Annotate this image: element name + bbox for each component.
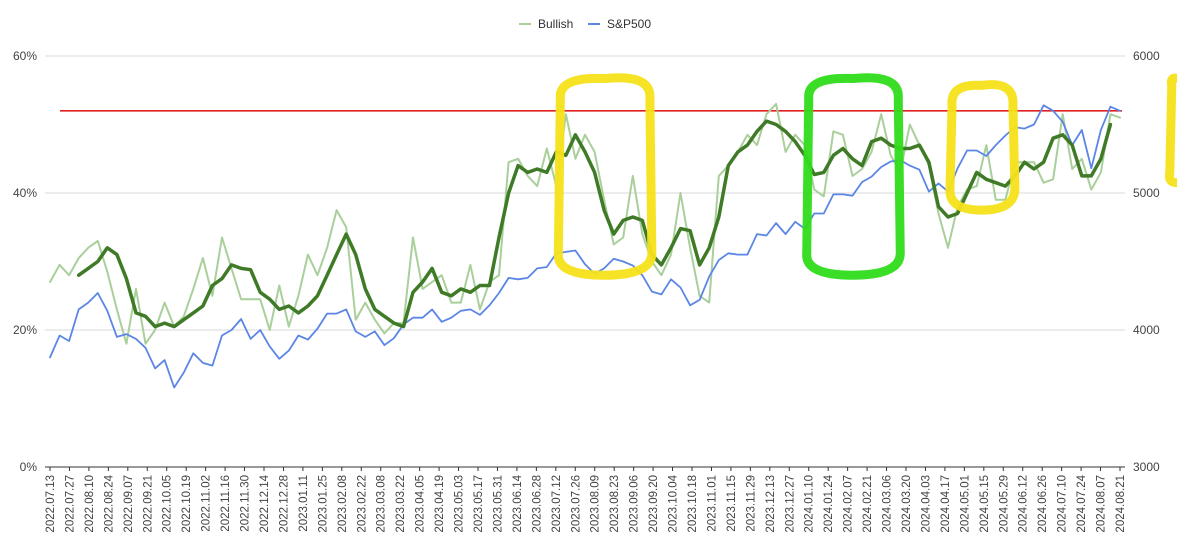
highlight-loop — [802, 73, 905, 280]
highlight-loop — [1164, 73, 1177, 188]
x-tick-label: 2022.09.21 — [142, 475, 154, 533]
x-tick-label: 2022.10.05 — [162, 475, 174, 533]
x-tick-label: 2023.09.20 — [648, 475, 660, 533]
x-tick-label: 2023.04.05 — [415, 475, 427, 533]
x-tick-label: 2024.02.21 — [862, 475, 874, 533]
x-tick-label: 2022.08.24 — [103, 474, 115, 532]
x-tick-label: 2023.11.01 — [706, 475, 718, 532]
x-tick-label: 2023.07.26 — [570, 475, 582, 533]
x-tick-label: 2022.08.10 — [84, 475, 96, 533]
x-tick-label: 2024.02.07 — [843, 475, 855, 533]
x-tick-label: 2023.02.22 — [356, 475, 368, 533]
x-tick-label: 2023.11.15 — [726, 475, 738, 532]
x-tick-label: 2023.03.08 — [376, 475, 388, 533]
x-tick-label: 2023.09.06 — [629, 475, 641, 533]
legend-label-sp500: S&P500 — [607, 17, 651, 31]
x-tick-label: 2023.05.17 — [473, 475, 485, 533]
x-axis: 2022.07.13 2022.07.27 2022.08.10 2022.08.24… — [45, 467, 1127, 533]
x-tick-label: 2024.07.24 — [1076, 474, 1088, 532]
legend: Bullish S&P500 — [519, 17, 651, 31]
x-tick-label: 2022.09.07 — [123, 475, 135, 533]
x-tick-label: 2023.08.09 — [590, 475, 602, 533]
x-tick-label: 2024.06.12 — [1018, 475, 1030, 533]
right-tick-label: 6000 — [1133, 49, 1160, 63]
x-tick-label: 2022.11.16 — [220, 475, 232, 532]
right-tick-label: 4000 — [1133, 323, 1160, 337]
x-tick-label: 2023.05.31 — [492, 475, 504, 533]
series-line-bullish-average — [76, 119, 1113, 329]
x-tick-label: 2022.07.13 — [45, 475, 57, 533]
x-tick-label: 2024.04.03 — [920, 475, 932, 533]
x-tick-label: 2024.08.07 — [1096, 475, 1108, 533]
right-tick-label: 5000 — [1133, 186, 1160, 200]
right-axis: 3000 4000 5000 6000 — [1133, 49, 1160, 474]
x-tick-label: 2022.12.14 — [259, 474, 271, 532]
highlight-loop — [553, 73, 657, 280]
highlight-loop — [945, 80, 1020, 215]
left-tick-label: 20% — [13, 323, 37, 337]
x-tick-label: 2023.02.08 — [337, 475, 349, 533]
x-tick-label: 2022.11.02 — [201, 475, 213, 532]
left-tick-label: 40% — [13, 186, 37, 200]
x-tick-label: 2023.04.19 — [434, 475, 446, 533]
x-tick-label: 2023.01.11 — [298, 475, 310, 532]
x-tick-label: 2023.03.22 — [395, 475, 407, 533]
x-tick-label: 2023.06.28 — [531, 475, 543, 533]
x-tick-label: 2022.07.27 — [64, 475, 76, 533]
x-tick-label: 2023.05.03 — [454, 475, 466, 533]
x-tick-label: 2023.06.14 — [512, 474, 524, 532]
x-tick-label: 2024.01.24 — [823, 474, 835, 532]
series-layer — [49, 102, 1121, 389]
x-tick-label: 2024.03.20 — [901, 475, 913, 533]
gridlines — [45, 55, 1125, 468]
x-tick-label: 2024.03.06 — [882, 475, 894, 533]
legend-label-bullish: Bullish — [538, 17, 573, 31]
x-tick-label: 2024.04.17 — [940, 475, 952, 533]
x-tick-label: 2024.01.10 — [804, 475, 816, 533]
x-tick-label: 2022.11.30 — [240, 475, 252, 532]
x-tick-label: 2022.12.28 — [278, 475, 290, 533]
x-tick-label: 2024.05.29 — [998, 475, 1010, 533]
left-tick-label: 0% — [20, 460, 38, 474]
x-tick-label: 2023.10.18 — [687, 475, 699, 533]
left-tick-label: 60% — [13, 49, 37, 63]
x-tick-label: 2024.06.26 — [1037, 475, 1049, 533]
x-tick-label: 2023.10.04 — [668, 474, 680, 532]
series-line-bullish — [49, 102, 1121, 345]
x-tick-label: 2022.10.19 — [181, 475, 193, 533]
x-tick-label: 2023.11.29 — [745, 475, 757, 532]
x-tick-label: 2024.05.01 — [959, 475, 971, 533]
x-tick-label: 2023.01.25 — [317, 475, 329, 533]
x-tick-label: 2024.07.10 — [1057, 475, 1069, 533]
series-line-sp500 — [49, 104, 1121, 389]
x-tick-label: 2024.08.21 — [1115, 475, 1127, 533]
x-tick-label: 2024.05.15 — [979, 475, 991, 533]
x-tick-label: 2023.12.13 — [765, 475, 777, 533]
right-tick-label: 3000 — [1133, 460, 1160, 474]
highlight-annotations — [553, 73, 1177, 280]
x-tick-label: 2023.08.23 — [609, 475, 621, 533]
left-axis: 0% 20% 40% 60% — [13, 49, 37, 474]
x-tick-label: 2023.07.12 — [551, 475, 563, 533]
x-tick-label: 2023.12.27 — [784, 475, 796, 533]
